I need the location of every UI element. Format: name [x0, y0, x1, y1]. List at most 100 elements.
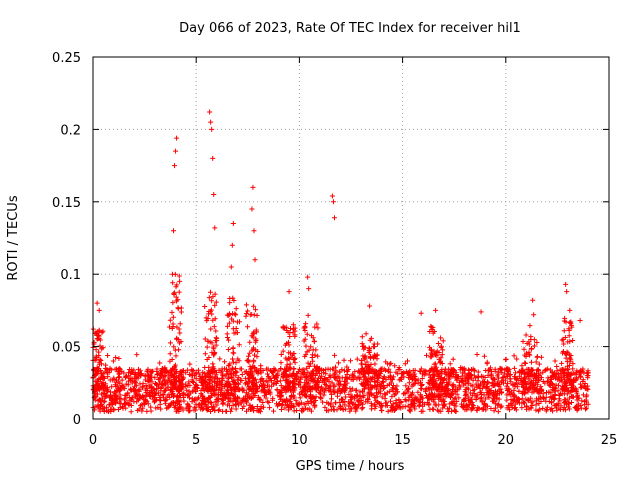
data-point	[114, 396, 120, 402]
data-point	[570, 337, 576, 343]
data-point	[461, 382, 467, 388]
data-point	[143, 383, 149, 389]
data-point	[551, 396, 557, 402]
data-point	[302, 382, 308, 388]
data-point	[333, 368, 339, 374]
data-point	[339, 367, 345, 373]
data-point	[102, 395, 108, 401]
data-point	[125, 390, 131, 396]
data-point	[284, 364, 290, 370]
data-point	[564, 401, 570, 407]
data-point	[175, 297, 181, 303]
data-point	[211, 192, 217, 198]
data-point	[263, 391, 269, 397]
data-point	[176, 273, 182, 279]
data-point	[119, 404, 125, 410]
data-point	[557, 398, 563, 404]
data-point	[504, 397, 510, 403]
data-point	[291, 326, 297, 332]
data-point	[577, 318, 583, 324]
data-point	[321, 392, 327, 398]
data-point	[297, 366, 303, 372]
data-point	[447, 401, 453, 407]
data-points	[90, 109, 591, 415]
data-point	[582, 380, 588, 386]
data-point	[280, 348, 286, 354]
data-point	[309, 375, 315, 381]
data-point	[278, 383, 284, 389]
data-point	[387, 373, 393, 379]
data-point	[318, 395, 324, 401]
data-point	[291, 366, 297, 372]
data-point	[219, 385, 225, 391]
data-point	[220, 408, 226, 414]
data-point	[243, 302, 249, 308]
data-point	[361, 346, 367, 352]
data-point	[213, 299, 219, 305]
data-point	[481, 379, 487, 385]
data-point	[174, 401, 180, 407]
data-point	[386, 366, 392, 372]
data-point	[299, 408, 305, 414]
data-point	[519, 405, 525, 411]
data-point	[411, 372, 417, 378]
data-point	[439, 367, 445, 373]
data-point	[577, 381, 583, 387]
data-point	[324, 408, 330, 414]
data-point	[166, 391, 172, 397]
data-point	[207, 289, 213, 295]
data-point	[392, 392, 398, 398]
data-point	[214, 396, 220, 402]
data-point	[552, 358, 558, 364]
data-point	[404, 358, 410, 364]
data-point	[291, 404, 297, 410]
data-point	[207, 394, 213, 400]
data-point	[428, 350, 434, 356]
data-point	[466, 373, 472, 379]
data-point	[497, 382, 503, 388]
data-point	[113, 400, 119, 406]
data-point	[527, 352, 533, 358]
data-point	[174, 398, 180, 404]
data-point	[97, 343, 103, 349]
data-point	[502, 377, 508, 383]
data-point	[567, 389, 573, 395]
data-point	[292, 387, 298, 393]
data-point	[223, 394, 229, 400]
data-point	[286, 380, 292, 386]
data-point	[438, 343, 444, 349]
data-point	[569, 400, 575, 406]
data-point	[396, 397, 402, 403]
data-point	[491, 408, 497, 414]
data-point	[243, 393, 249, 399]
data-point	[555, 371, 561, 377]
data-point	[438, 408, 444, 414]
data-point	[198, 391, 204, 397]
data-point	[482, 396, 488, 402]
data-point	[536, 390, 542, 396]
data-point	[284, 402, 290, 408]
data-point	[313, 394, 319, 400]
data-point	[243, 313, 249, 319]
data-point	[570, 366, 576, 372]
data-point	[374, 386, 380, 392]
data-point	[481, 392, 487, 398]
data-point	[347, 385, 353, 391]
data-point	[464, 385, 470, 391]
data-point	[140, 393, 146, 399]
data-point	[534, 354, 540, 360]
data-point	[550, 393, 556, 399]
data-point	[209, 340, 215, 346]
data-point	[301, 385, 307, 391]
data-point	[149, 389, 155, 395]
data-point	[244, 357, 250, 363]
data-point	[209, 126, 215, 132]
data-point	[429, 324, 435, 330]
data-point	[136, 406, 142, 412]
data-point	[381, 366, 387, 372]
data-point	[247, 368, 253, 374]
data-point	[253, 347, 259, 353]
data-point	[173, 353, 179, 359]
data-point	[403, 383, 409, 389]
data-point	[428, 377, 434, 383]
